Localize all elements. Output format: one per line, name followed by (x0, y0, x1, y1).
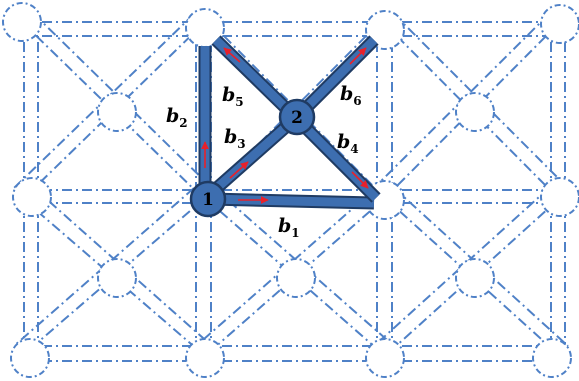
grid-line (393, 187, 569, 347)
lattice-site (455, 92, 495, 132)
lattice-site (97, 92, 137, 132)
arrow-b3 (229, 161, 249, 179)
lattice-grid (13, 13, 569, 362)
arrow-b4 (351, 171, 369, 189)
arrow-b5 (223, 47, 241, 63)
lattice-site (540, 4, 579, 44)
bond-label-b1: b1 (278, 215, 300, 240)
bond-b1 (209, 192, 375, 210)
bond-label-b3: b3 (224, 126, 246, 151)
lattice-site (97, 258, 137, 298)
lattice-site (455, 258, 495, 298)
arrow-b6 (349, 47, 367, 65)
lattice-site (2, 2, 42, 42)
node-2: 2 (278, 98, 316, 136)
lattice-site (540, 177, 579, 217)
lattice-site (185, 338, 225, 378)
node-1-label: 1 (202, 190, 214, 210)
node-1: 1 (189, 180, 227, 218)
bond-arrows (201, 47, 369, 204)
lattice-site (365, 10, 405, 50)
bond-labels: b1 b2 b3 b4 b5 b6 (166, 83, 362, 240)
lattice-site (12, 177, 52, 217)
bond-label-b2: b2 (166, 105, 188, 130)
lattice-site (10, 338, 50, 378)
bond-b3 (205, 113, 301, 199)
node-2-label: 2 (291, 108, 303, 128)
lattice-site (276, 258, 316, 298)
bond-label-b5: b5 (222, 84, 244, 109)
bond-label-b4: b4 (337, 131, 359, 156)
bond-label-b6: b6 (340, 83, 362, 108)
lattice-site (532, 338, 572, 378)
lattice-site (365, 338, 405, 378)
